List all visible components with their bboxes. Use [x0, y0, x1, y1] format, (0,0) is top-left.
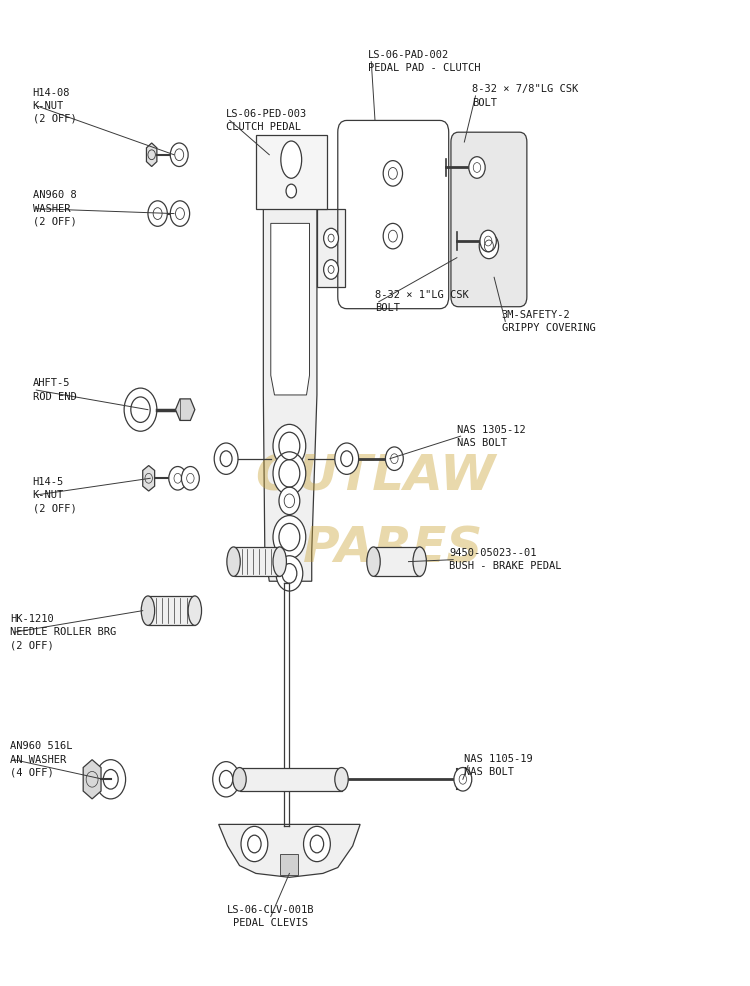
- Circle shape: [334, 443, 358, 474]
- Text: H14-5
K-NUT
(2 OFF): H14-5 K-NUT (2 OFF): [32, 477, 76, 513]
- Circle shape: [479, 233, 499, 258]
- Text: H14-08
K-NUT
(2 OFF): H14-08 K-NUT (2 OFF): [32, 88, 76, 124]
- Circle shape: [241, 826, 268, 862]
- Circle shape: [124, 388, 157, 431]
- Circle shape: [324, 259, 338, 279]
- Polygon shape: [263, 209, 317, 581]
- Bar: [280, 854, 298, 876]
- Ellipse shape: [188, 596, 202, 625]
- Text: NAS 1305-12
NAS BOLT: NAS 1305-12 NAS BOLT: [457, 425, 526, 448]
- Circle shape: [469, 157, 485, 178]
- Text: 9450-05023--01
BUSH - BRAKE PEDAL: 9450-05023--01 BUSH - BRAKE PEDAL: [449, 548, 562, 571]
- Polygon shape: [271, 224, 310, 395]
- Ellipse shape: [280, 141, 302, 178]
- Polygon shape: [233, 547, 280, 577]
- Circle shape: [213, 761, 239, 797]
- Circle shape: [383, 161, 403, 186]
- Text: LS-06-PAD-002
PEDAL PAD - CLUTCH: LS-06-PAD-002 PEDAL PAD - CLUTCH: [368, 50, 480, 73]
- Polygon shape: [142, 465, 154, 491]
- Text: 8-32 × 7/8"LG CSK
BOLT: 8-32 × 7/8"LG CSK BOLT: [472, 85, 578, 107]
- Circle shape: [273, 452, 306, 495]
- Circle shape: [170, 143, 188, 167]
- Polygon shape: [148, 596, 195, 625]
- Polygon shape: [219, 824, 360, 878]
- Polygon shape: [83, 759, 101, 799]
- Ellipse shape: [334, 767, 348, 791]
- Circle shape: [96, 759, 125, 799]
- FancyBboxPatch shape: [451, 132, 526, 307]
- Text: LS-06-PED-003
CLUTCH PEDAL: LS-06-PED-003 CLUTCH PEDAL: [226, 108, 308, 132]
- Circle shape: [214, 443, 238, 474]
- Circle shape: [182, 466, 200, 490]
- Polygon shape: [256, 135, 326, 209]
- Polygon shape: [239, 767, 341, 791]
- Circle shape: [273, 516, 306, 559]
- Ellipse shape: [273, 547, 286, 577]
- Circle shape: [169, 466, 187, 490]
- Circle shape: [324, 229, 338, 247]
- Ellipse shape: [367, 547, 380, 577]
- Circle shape: [454, 767, 472, 791]
- Ellipse shape: [226, 547, 240, 577]
- Text: OUTLAW: OUTLAW: [255, 453, 495, 501]
- Circle shape: [148, 201, 167, 227]
- Circle shape: [304, 826, 330, 862]
- Text: 3M-SAFETY-2
GRIPPY COVERING: 3M-SAFETY-2 GRIPPY COVERING: [502, 310, 596, 333]
- Circle shape: [170, 201, 190, 227]
- Ellipse shape: [413, 547, 426, 577]
- Text: HK-1210
NEEDLE ROLLER BRG
(2 OFF): HK-1210 NEEDLE ROLLER BRG (2 OFF): [10, 614, 116, 651]
- Text: AHFT-5
ROD END: AHFT-5 ROD END: [32, 379, 76, 401]
- Ellipse shape: [141, 596, 154, 625]
- Text: NAS 1105-19
NAS BOLT: NAS 1105-19 NAS BOLT: [464, 754, 533, 777]
- Circle shape: [480, 231, 496, 251]
- Polygon shape: [176, 399, 195, 420]
- Circle shape: [386, 447, 404, 470]
- Text: AN960 516L
AN WASHER
(4 OFF): AN960 516L AN WASHER (4 OFF): [10, 741, 73, 778]
- Circle shape: [273, 424, 306, 467]
- Circle shape: [279, 487, 300, 515]
- Polygon shape: [374, 547, 420, 577]
- Circle shape: [276, 556, 303, 591]
- Polygon shape: [146, 143, 157, 167]
- Text: LS-06-CLV-001B
PEDAL CLEVIS: LS-06-CLV-001B PEDAL CLEVIS: [227, 905, 314, 928]
- Circle shape: [383, 224, 403, 248]
- Text: SPARES: SPARES: [267, 525, 483, 573]
- Text: 8-32 × 1"LG CSK
BOLT: 8-32 × 1"LG CSK BOLT: [375, 290, 469, 314]
- Polygon shape: [317, 209, 345, 287]
- Circle shape: [286, 184, 296, 198]
- Ellipse shape: [232, 767, 246, 791]
- Text: AN960 8
WASHER
(2 OFF): AN960 8 WASHER (2 OFF): [32, 190, 76, 227]
